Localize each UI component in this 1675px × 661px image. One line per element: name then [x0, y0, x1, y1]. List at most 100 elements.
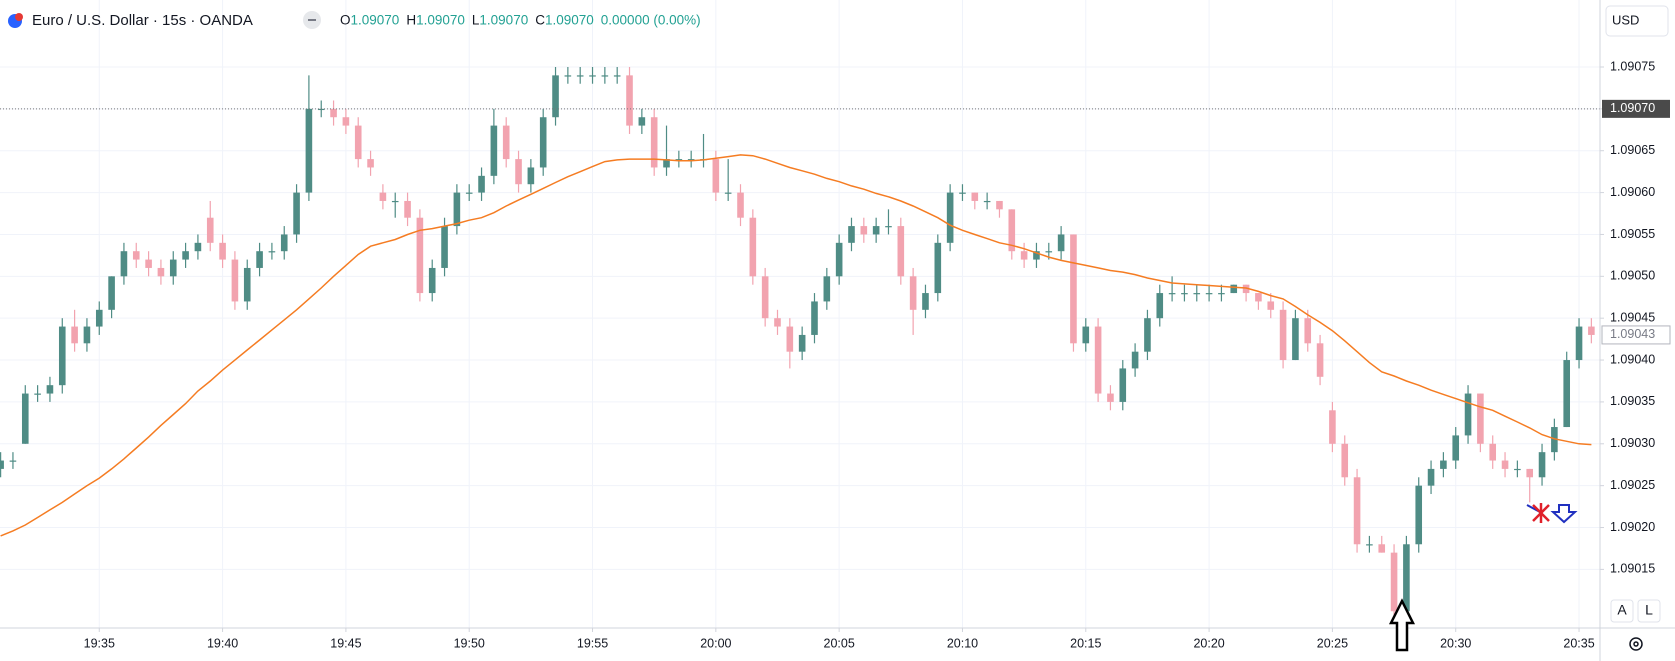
candle-body — [835, 242, 843, 277]
candle-body — [1563, 360, 1571, 428]
symbol-title[interactable]: Euro / U.S. Dollar · 15s · OANDA — [32, 12, 253, 29]
x-tick-label: 20:05 — [824, 636, 855, 650]
candle-body — [613, 75, 621, 77]
candle-body — [909, 276, 917, 310]
settings-button[interactable] — [1629, 637, 1643, 651]
candle-body — [626, 75, 633, 126]
ohlc-value: 1.09070 — [479, 13, 528, 28]
candle-body — [354, 125, 362, 160]
candle-body — [83, 326, 91, 344]
candle-body — [885, 226, 892, 228]
candle-body — [1353, 477, 1361, 545]
y-tick-label: 1.09045 — [1610, 310, 1655, 324]
candle-body — [1168, 293, 1176, 295]
candle-body — [9, 460, 17, 462]
candle-body — [34, 393, 41, 395]
x-tick-label: 20:10 — [947, 636, 978, 650]
candle-body — [663, 159, 670, 168]
candle-body — [1415, 485, 1423, 545]
candle-body — [1514, 468, 1521, 471]
currency-button[interactable] — [1605, 5, 1669, 37]
candle-body — [367, 159, 374, 168]
candle-body — [428, 267, 436, 294]
ohlc-key: H — [406, 13, 416, 28]
candle-body — [305, 108, 313, 193]
candle-body — [46, 385, 54, 394]
candle-body — [1205, 293, 1213, 295]
candle-body — [1230, 284, 1238, 294]
candle-body — [1033, 251, 1040, 260]
candle-body — [712, 159, 720, 193]
y-tick-label: 1.09075 — [1610, 59, 1655, 73]
candle-body — [120, 251, 128, 277]
candle-body — [1094, 326, 1102, 394]
x-tick-label: 19:35 — [84, 636, 115, 650]
candle-body — [379, 192, 387, 201]
candle-body — [983, 200, 991, 203]
candle-body — [922, 293, 929, 310]
y-tick-label: 1.09060 — [1610, 185, 1655, 199]
candle-body — [1390, 552, 1398, 612]
candle-body — [638, 117, 646, 126]
candle-body — [1316, 343, 1324, 377]
candle-body — [169, 259, 177, 277]
candle-body — [576, 75, 584, 77]
price-label: 1.09043 — [1610, 327, 1655, 341]
axes: 1.09015 1.09020 1.09025 1.09030 1.09035 1.090… — [84, 59, 1671, 650]
candle-body — [527, 167, 535, 185]
candle-body — [934, 242, 942, 294]
candle-body — [256, 251, 263, 268]
candle-body — [798, 334, 806, 352]
auto-scale-label: A — [1617, 602, 1627, 618]
candle-body — [1020, 251, 1028, 260]
candle-body — [1218, 293, 1225, 295]
candle-body — [441, 226, 448, 268]
ohlc-value: 1.09070 — [545, 13, 594, 28]
candle-body — [132, 251, 140, 260]
candle-body — [687, 159, 695, 161]
candle-body — [231, 259, 239, 302]
ohlc-key: L — [472, 13, 480, 28]
plot — [0, 66, 1600, 620]
x-tick-label: 20:00 — [700, 636, 731, 650]
candle-body — [675, 159, 683, 161]
price-label: 1.09070 — [1610, 101, 1655, 115]
candle-body — [145, 259, 152, 268]
candle-body — [453, 192, 461, 227]
candle-body — [1501, 460, 1509, 469]
candle-body — [1242, 284, 1250, 294]
x-tick-label: 19:55 — [577, 636, 608, 650]
log-scale-button[interactable] — [1637, 599, 1661, 623]
y-tick-label: 1.09050 — [1610, 269, 1655, 283]
candle-body — [860, 226, 868, 235]
auto-scale-button[interactable] — [1610, 599, 1634, 623]
candle-body — [1255, 293, 1262, 302]
candle-body — [848, 226, 855, 243]
y-tick-label: 1.09025 — [1610, 478, 1655, 492]
candle-body — [1551, 427, 1558, 453]
candle-body — [58, 326, 66, 386]
candle-body — [21, 393, 29, 444]
candle-body — [95, 309, 103, 327]
x-tick-label: 19:45 — [330, 636, 361, 650]
candle-body — [601, 75, 609, 77]
candle-body — [1526, 468, 1534, 478]
candle-body — [1131, 351, 1139, 369]
candle-body — [1588, 326, 1595, 335]
candle-body — [1538, 452, 1546, 478]
candle-body — [1378, 544, 1386, 553]
candle-body — [317, 108, 325, 111]
candle-body — [391, 200, 399, 203]
candle-body — [293, 192, 300, 235]
candle-body — [650, 117, 658, 168]
candle-body — [1292, 318, 1299, 361]
ohlc-value: 1.09070 — [351, 13, 400, 28]
y-tick-label: 1.09065 — [1610, 143, 1655, 157]
candle-body — [724, 192, 732, 194]
candle-body — [1341, 443, 1349, 478]
candle-body — [490, 125, 498, 176]
candle-body — [157, 267, 165, 277]
x-tick-label: 20:30 — [1440, 636, 1471, 650]
candle-body — [416, 217, 424, 294]
